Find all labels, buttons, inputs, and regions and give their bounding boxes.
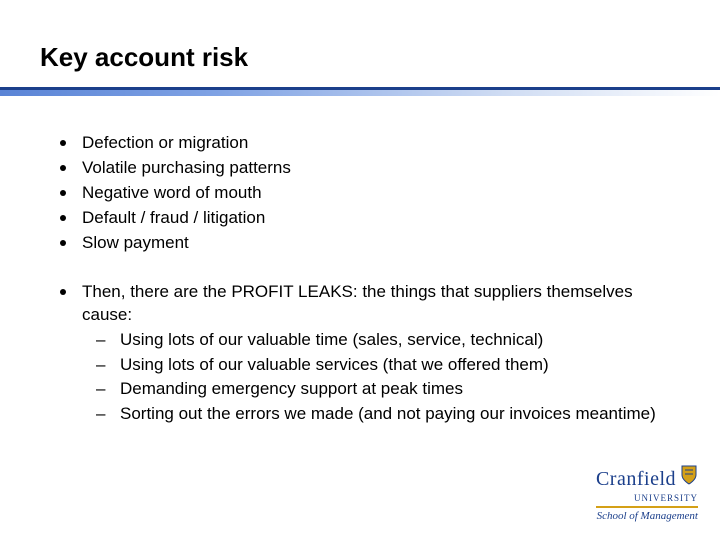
content-area: Defection or migration Volatile purchasi… (0, 96, 720, 426)
sub-bullet-text: Demanding emergency support at peak time… (120, 379, 463, 398)
sub-bullet-list: Using lots of our valuable time (sales, … (82, 329, 660, 427)
list-item: Using lots of our valuable time (sales, … (92, 329, 660, 352)
list-item: Slow payment (60, 232, 660, 255)
logo-school: School of Management (596, 510, 698, 522)
bullet-text: Then, there are the PROFIT LEAKS: the th… (82, 282, 633, 324)
list-item: Negative word of mouth (60, 182, 660, 205)
logo-name: Cranfield (596, 468, 676, 491)
list-item: Using lots of our valuable services (tha… (92, 354, 660, 377)
logo-block: Cranfield UNIVERSITY School of Managemen… (596, 464, 698, 522)
list-item: Demanding emergency support at peak time… (92, 378, 660, 401)
title-block: Key account risk (0, 0, 720, 81)
sub-bullet-text: Using lots of our valuable services (tha… (120, 355, 549, 374)
bullet-text: Slow payment (82, 233, 189, 252)
bullet-text: Defection or migration (82, 133, 248, 152)
logo-sub: UNIVERSITY (596, 493, 698, 503)
list-item: Sorting out the errors we made (and not … (92, 403, 660, 426)
list-item: Default / fraud / litigation (60, 207, 660, 230)
sub-bullet-text: Sorting out the errors we made (and not … (120, 404, 656, 423)
bullet-text: Volatile purchasing patterns (82, 158, 291, 177)
logo-rule (596, 506, 698, 508)
list-item: Then, there are the PROFIT LEAKS: the th… (60, 281, 660, 427)
list-item: Defection or migration (60, 132, 660, 155)
spacer (60, 257, 660, 279)
logo-top-row: Cranfield (596, 464, 698, 491)
slide-title: Key account risk (40, 42, 680, 73)
bullet-text: Negative word of mouth (82, 183, 262, 202)
title-rule (0, 87, 720, 96)
bullet-text: Default / fraud / litigation (82, 208, 265, 227)
list-item: Volatile purchasing patterns (60, 157, 660, 180)
slide: Key account risk Defection or migration … (0, 0, 720, 540)
crest-icon (680, 464, 698, 491)
sub-bullet-text: Using lots of our valuable time (sales, … (120, 330, 543, 349)
bullet-list: Defection or migration Volatile purchasi… (60, 132, 660, 426)
